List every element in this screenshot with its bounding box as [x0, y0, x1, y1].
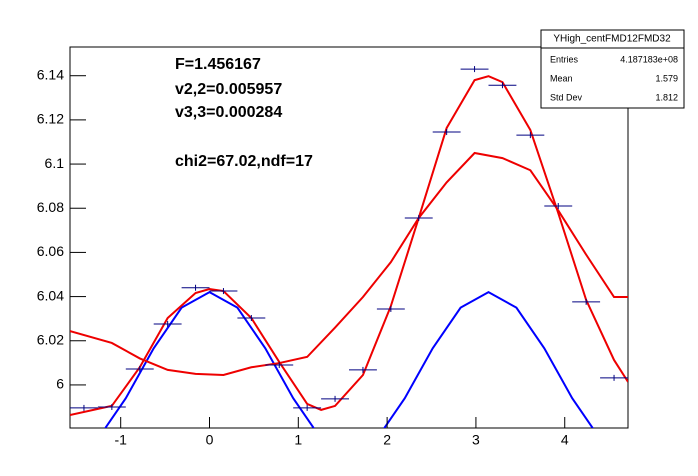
stats-value: 1.812 [655, 92, 678, 102]
y-tick-label: 6.02 [37, 331, 64, 347]
y-tick-label: 6.04 [37, 287, 64, 303]
stats-label: Mean [550, 73, 573, 83]
x-tick-label: 2 [383, 432, 391, 448]
axes: -1 0 1 2 3 4 6 6.02 6.04 6.06 6.08 6.1 6.12 6.14 [37, 66, 569, 447]
curve [70, 75, 628, 416]
x-tick-label: -1 [114, 432, 127, 448]
annotation: F=1.456167 [175, 56, 261, 73]
plot-frame [69, 46, 629, 429]
annotation: v3,3=0.000284 [175, 104, 282, 121]
x-tick-label: 4 [561, 432, 569, 448]
stats-title: YHigh_centFMD12FMD32 [553, 34, 671, 45]
curve [70, 151, 628, 376]
stats-box: YHigh_centFMD12FMD32 Entries 4.187183e+0… [540, 29, 685, 109]
stats-value: 1.579 [655, 73, 678, 83]
annotation: v2,2=0.005957 [175, 81, 282, 98]
y-tick-label: 6.12 [37, 111, 64, 127]
y-tick-label: 6.14 [37, 66, 64, 82]
y-tick-label: 6.08 [37, 199, 64, 215]
y-tick-label: 6.06 [37, 243, 64, 259]
y-tick-label: 6 [56, 376, 64, 392]
stats-value: 4.187183e+08 [620, 54, 678, 64]
stats-frame [540, 29, 685, 109]
x-tick-label: 0 [206, 432, 214, 448]
y-tick-label: 6.1 [45, 155, 65, 171]
x-tick-label: 3 [472, 432, 480, 448]
plot-area [70, 66, 628, 428]
stats-label: Std Dev [550, 92, 583, 102]
curve [104, 291, 594, 428]
x-tick-label: 1 [294, 432, 302, 448]
annotation: chi2=67.02,ndf=17 [175, 153, 313, 170]
stats-label: Entries [550, 54, 579, 64]
